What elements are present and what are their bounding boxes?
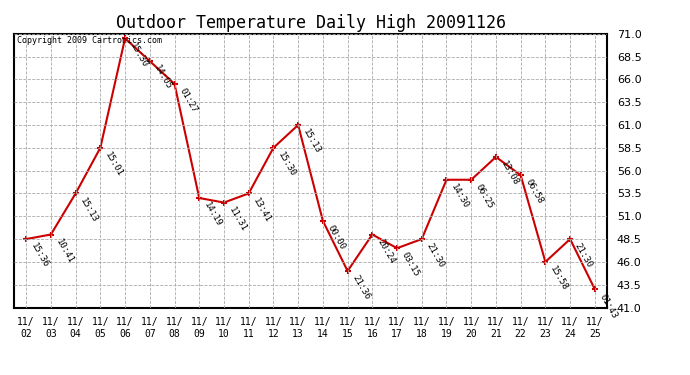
Text: 06:58: 06:58: [524, 178, 544, 206]
Text: 14:19: 14:19: [202, 201, 224, 228]
Text: 14:05: 14:05: [152, 64, 174, 92]
Text: 15:58: 15:58: [548, 265, 569, 292]
Text: 06:25: 06:25: [474, 183, 495, 210]
Text: 01:27: 01:27: [177, 87, 199, 114]
Text: 15:13: 15:13: [301, 128, 322, 156]
Text: 15:30: 15:30: [128, 41, 149, 69]
Text: 21:30: 21:30: [573, 242, 594, 270]
Text: Copyright 2009 Cartronics.com: Copyright 2009 Cartronics.com: [17, 36, 161, 45]
Text: 15:36: 15:36: [29, 242, 50, 270]
Text: 21:30: 21:30: [424, 242, 446, 270]
Text: 11:31: 11:31: [227, 206, 248, 233]
Text: 03:15: 03:15: [400, 251, 421, 279]
Text: 13:08: 13:08: [499, 160, 520, 188]
Text: 15:01: 15:01: [103, 151, 124, 178]
Text: 15:13: 15:13: [79, 196, 99, 224]
Title: Outdoor Temperature Daily High 20091126: Outdoor Temperature Daily High 20091126: [115, 14, 506, 32]
Text: 20:24: 20:24: [375, 237, 396, 265]
Text: 00:00: 00:00: [326, 224, 347, 251]
Text: 14:30: 14:30: [449, 183, 471, 210]
Text: 13:41: 13:41: [251, 196, 273, 224]
Text: 10:41: 10:41: [54, 237, 75, 265]
Text: 15:30: 15:30: [276, 151, 297, 178]
Text: 01:43: 01:43: [598, 292, 619, 320]
Text: 21:36: 21:36: [351, 274, 372, 302]
